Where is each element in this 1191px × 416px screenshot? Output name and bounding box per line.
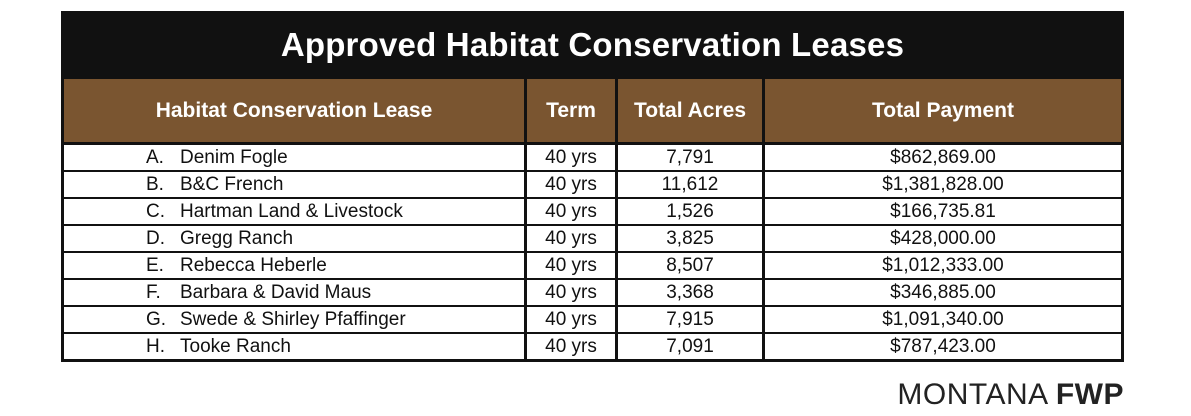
term-cell: 40 yrs — [527, 145, 615, 170]
lease-name: Rebecca Heberle — [180, 254, 327, 276]
lease-name-cell: A. Denim Fogle — [64, 145, 524, 170]
lease-name: Denim Fogle — [180, 146, 288, 168]
logo-text-bold: FWP — [1055, 378, 1124, 411]
table-title: Approved Habitat Conservation Leases — [280, 26, 905, 63]
lease-name-cell: D. Gregg Ranch — [64, 226, 524, 251]
acres-cell: 7,791 — [618, 145, 762, 170]
table-row: F. Barbara & David Maus 40 yrs 3,368 $346… — [64, 280, 1121, 305]
lease-name: Swede & Shirley Pfaffinger — [180, 308, 406, 330]
acres-cell: 11,612 — [618, 172, 762, 197]
lease-name-cell: H. Tooke Ranch — [64, 334, 524, 359]
logo-text-light: MONTANA — [897, 378, 1047, 411]
header-row: Habitat Conservation Lease Term Total Ac… — [64, 76, 1121, 142]
table-row: H. Tooke Ranch 40 yrs 7,091 $787,423.00 — [64, 334, 1121, 359]
lease-name-cell: B. B&C French — [64, 172, 524, 197]
acres-cell: 1,526 — [618, 199, 762, 224]
table-row: D. Gregg Ranch 40 yrs 3,825 $428,000.00 — [64, 226, 1121, 251]
term-cell: 40 yrs — [527, 226, 615, 251]
header-lease: Habitat Conservation Lease — [64, 79, 524, 142]
lease-name-cell: F. Barbara & David Maus — [64, 280, 524, 305]
payment-cell: $166,735.81 — [765, 199, 1121, 224]
payment-cell: $1,012,333.00 — [765, 253, 1121, 278]
leases-table: Approved Habitat Conservation Leases Hab… — [61, 11, 1124, 362]
row-letter: C. — [146, 200, 165, 222]
acres-cell: 3,368 — [618, 280, 762, 305]
term-cell: 40 yrs — [527, 253, 615, 278]
payment-cell: $862,869.00 — [765, 145, 1121, 170]
table-row: C. Hartman Land & Livestock 40 yrs 1,526 … — [64, 199, 1121, 224]
header-acres: Total Acres — [618, 79, 762, 142]
montana-fwp-logo: MONTANA FWP — [897, 378, 1124, 412]
lease-name: Hartman Land & Livestock — [180, 200, 403, 222]
payment-cell: $787,423.00 — [765, 334, 1121, 359]
payment-cell: $428,000.00 — [765, 226, 1121, 251]
lease-name-cell: G. Swede & Shirley Pfaffinger — [64, 307, 524, 332]
header-payment: Total Payment — [765, 79, 1121, 142]
row-letter: H. — [146, 335, 165, 357]
payment-cell: $1,381,828.00 — [765, 172, 1121, 197]
acres-cell: 7,915 — [618, 307, 762, 332]
row-letter: A. — [146, 146, 164, 168]
row-letter: D. — [146, 227, 165, 249]
term-cell: 40 yrs — [527, 199, 615, 224]
table-row: B. B&C French 40 yrs 11,612 $1,381,828.00 — [64, 172, 1121, 197]
acres-cell: 7,091 — [618, 334, 762, 359]
header-term: Term — [527, 79, 615, 142]
term-cell: 40 yrs — [527, 307, 615, 332]
lease-name: Gregg Ranch — [180, 227, 294, 249]
term-cell: 40 yrs — [527, 172, 615, 197]
payment-cell: $1,091,340.00 — [765, 307, 1121, 332]
term-cell: 40 yrs — [527, 334, 615, 359]
term-cell: 40 yrs — [527, 280, 615, 305]
lease-name: Tooke Ranch — [180, 335, 291, 357]
acres-cell: 8,507 — [618, 253, 762, 278]
lease-name-cell: C. Hartman Land & Livestock — [64, 199, 524, 224]
payment-cell: $346,885.00 — [765, 280, 1121, 305]
row-letter: B. — [146, 173, 164, 195]
row-letter: E. — [146, 254, 164, 276]
row-letter: G. — [146, 308, 167, 330]
table-row: E. Rebecca Heberle 40 yrs 8,507 $1,012,33… — [64, 253, 1121, 278]
lease-name: Barbara & David Maus — [180, 281, 372, 303]
lease-name-cell: E. Rebecca Heberle — [64, 253, 524, 278]
lease-name: B&C French — [180, 173, 284, 195]
table-body: A. Denim Fogle 40 yrs 7,791 $862,869.00 B… — [64, 142, 1121, 359]
acres-cell: 3,825 — [618, 226, 762, 251]
row-letter: F. — [146, 281, 161, 303]
table-row: G. Swede & Shirley Pfaffinger 40 yrs 7,91… — [64, 307, 1121, 332]
table-row: A. Denim Fogle 40 yrs 7,791 $862,869.00 — [64, 145, 1121, 170]
